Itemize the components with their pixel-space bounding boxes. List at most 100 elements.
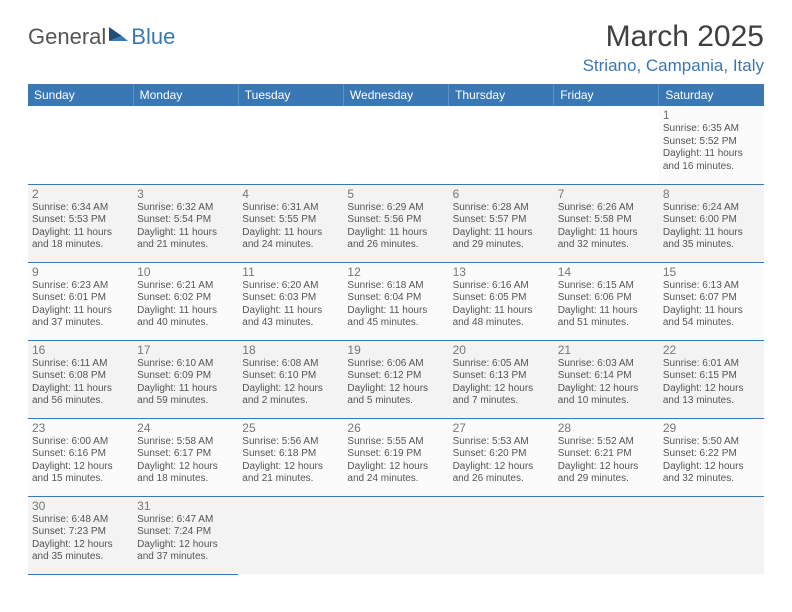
day-details: Sunrise: 6:16 AMSunset: 6:05 PMDaylight:… xyxy=(453,280,550,330)
calendar-cell: 1Sunrise: 6:35 AMSunset: 5:52 PMDaylight… xyxy=(659,106,764,184)
day-number: 8 xyxy=(663,187,760,201)
calendar-cell: 5Sunrise: 6:29 AMSunset: 5:56 PMDaylight… xyxy=(343,184,448,262)
weekday-header: Wednesday xyxy=(343,84,448,106)
day-number: 7 xyxy=(558,187,655,201)
day-number: 3 xyxy=(137,187,234,201)
day-details: Sunrise: 6:18 AMSunset: 6:04 PMDaylight:… xyxy=(347,280,444,330)
calendar-cell: 9Sunrise: 6:23 AMSunset: 6:01 PMDaylight… xyxy=(28,262,133,340)
day-number: 28 xyxy=(558,421,655,435)
day-details: Sunrise: 6:26 AMSunset: 5:58 PMDaylight:… xyxy=(558,202,655,252)
day-details: Sunrise: 6:10 AMSunset: 6:09 PMDaylight:… xyxy=(137,358,234,408)
day-details: Sunrise: 6:05 AMSunset: 6:13 PMDaylight:… xyxy=(453,358,550,408)
calendar-row: 16Sunrise: 6:11 AMSunset: 6:08 PMDayligh… xyxy=(28,340,764,418)
title-block: March 2025 Striano, Campania, Italy xyxy=(583,20,764,76)
day-number: 4 xyxy=(242,187,339,201)
calendar-cell: 29Sunrise: 5:50 AMSunset: 6:22 PMDayligh… xyxy=(659,418,764,496)
day-number: 30 xyxy=(32,499,129,513)
calendar-cell: 25Sunrise: 5:56 AMSunset: 6:18 PMDayligh… xyxy=(238,418,343,496)
calendar-cell: 24Sunrise: 5:58 AMSunset: 6:17 PMDayligh… xyxy=(133,418,238,496)
calendar-cell: 19Sunrise: 6:06 AMSunset: 6:12 PMDayligh… xyxy=(343,340,448,418)
calendar-cell-empty xyxy=(449,496,554,574)
day-details: Sunrise: 5:53 AMSunset: 6:20 PMDaylight:… xyxy=(453,436,550,486)
calendar-cell: 15Sunrise: 6:13 AMSunset: 6:07 PMDayligh… xyxy=(659,262,764,340)
day-number: 14 xyxy=(558,265,655,279)
day-number: 5 xyxy=(347,187,444,201)
day-details: Sunrise: 6:06 AMSunset: 6:12 PMDaylight:… xyxy=(347,358,444,408)
day-details: Sunrise: 5:58 AMSunset: 6:17 PMDaylight:… xyxy=(137,436,234,486)
day-details: Sunrise: 6:28 AMSunset: 5:57 PMDaylight:… xyxy=(453,202,550,252)
day-number: 15 xyxy=(663,265,760,279)
day-number: 18 xyxy=(242,343,339,357)
day-details: Sunrise: 6:00 AMSunset: 6:16 PMDaylight:… xyxy=(32,436,129,486)
weekday-header-row: SundayMondayTuesdayWednesdayThursdayFrid… xyxy=(28,84,764,106)
day-details: Sunrise: 6:35 AMSunset: 5:52 PMDaylight:… xyxy=(663,123,760,173)
calendar-cell-empty xyxy=(28,106,133,184)
day-details: Sunrise: 6:13 AMSunset: 6:07 PMDaylight:… xyxy=(663,280,760,330)
calendar-body: 1Sunrise: 6:35 AMSunset: 5:52 PMDaylight… xyxy=(28,106,764,574)
day-number: 23 xyxy=(32,421,129,435)
calendar-cell: 12Sunrise: 6:18 AMSunset: 6:04 PMDayligh… xyxy=(343,262,448,340)
day-number: 17 xyxy=(137,343,234,357)
day-details: Sunrise: 6:29 AMSunset: 5:56 PMDaylight:… xyxy=(347,202,444,252)
day-details: Sunrise: 5:56 AMSunset: 6:18 PMDaylight:… xyxy=(242,436,339,486)
day-details: Sunrise: 6:34 AMSunset: 5:53 PMDaylight:… xyxy=(32,202,129,252)
calendar-cell: 31Sunrise: 6:47 AMSunset: 7:24 PMDayligh… xyxy=(133,496,238,574)
header: General Blue March 2025 Striano, Campani… xyxy=(28,20,764,76)
location: Striano, Campania, Italy xyxy=(583,56,764,76)
day-number: 12 xyxy=(347,265,444,279)
day-details: Sunrise: 6:20 AMSunset: 6:03 PMDaylight:… xyxy=(242,280,339,330)
day-number: 31 xyxy=(137,499,234,513)
logo-text-blue: Blue xyxy=(131,24,175,50)
calendar-cell: 20Sunrise: 6:05 AMSunset: 6:13 PMDayligh… xyxy=(449,340,554,418)
calendar-row: 30Sunrise: 6:48 AMSunset: 7:23 PMDayligh… xyxy=(28,496,764,574)
day-number: 10 xyxy=(137,265,234,279)
day-details: Sunrise: 6:21 AMSunset: 6:02 PMDaylight:… xyxy=(137,280,234,330)
month-title: March 2025 xyxy=(583,20,764,54)
calendar-cell: 22Sunrise: 6:01 AMSunset: 6:15 PMDayligh… xyxy=(659,340,764,418)
logo-text-general: General xyxy=(28,24,106,50)
calendar-row: 2Sunrise: 6:34 AMSunset: 5:53 PMDaylight… xyxy=(28,184,764,262)
weekday-header: Friday xyxy=(554,84,659,106)
calendar-cell-empty xyxy=(343,496,448,574)
weekday-header: Sunday xyxy=(28,84,133,106)
calendar-cell: 4Sunrise: 6:31 AMSunset: 5:55 PMDaylight… xyxy=(238,184,343,262)
calendar-row: 23Sunrise: 6:00 AMSunset: 6:16 PMDayligh… xyxy=(28,418,764,496)
calendar-cell-empty xyxy=(659,496,764,574)
calendar-cell: 30Sunrise: 6:48 AMSunset: 7:23 PMDayligh… xyxy=(28,496,133,574)
calendar-cell: 10Sunrise: 6:21 AMSunset: 6:02 PMDayligh… xyxy=(133,262,238,340)
day-number: 2 xyxy=(32,187,129,201)
weekday-header: Monday xyxy=(133,84,238,106)
calendar-cell-empty xyxy=(238,496,343,574)
day-details: Sunrise: 6:31 AMSunset: 5:55 PMDaylight:… xyxy=(242,202,339,252)
day-number: 22 xyxy=(663,343,760,357)
day-details: Sunrise: 6:48 AMSunset: 7:23 PMDaylight:… xyxy=(32,514,129,564)
day-number: 20 xyxy=(453,343,550,357)
day-details: Sunrise: 6:03 AMSunset: 6:14 PMDaylight:… xyxy=(558,358,655,408)
day-number: 11 xyxy=(242,265,339,279)
calendar-cell: 7Sunrise: 6:26 AMSunset: 5:58 PMDaylight… xyxy=(554,184,659,262)
calendar-cell: 18Sunrise: 6:08 AMSunset: 6:10 PMDayligh… xyxy=(238,340,343,418)
logo: General Blue xyxy=(28,24,175,50)
day-details: Sunrise: 6:01 AMSunset: 6:15 PMDaylight:… xyxy=(663,358,760,408)
calendar-cell-empty xyxy=(554,496,659,574)
calendar-row: 1Sunrise: 6:35 AMSunset: 5:52 PMDaylight… xyxy=(28,106,764,184)
day-details: Sunrise: 6:47 AMSunset: 7:24 PMDaylight:… xyxy=(137,514,234,564)
calendar-cell: 26Sunrise: 5:55 AMSunset: 6:19 PMDayligh… xyxy=(343,418,448,496)
day-number: 27 xyxy=(453,421,550,435)
day-details: Sunrise: 6:32 AMSunset: 5:54 PMDaylight:… xyxy=(137,202,234,252)
calendar-cell: 11Sunrise: 6:20 AMSunset: 6:03 PMDayligh… xyxy=(238,262,343,340)
flag-icon xyxy=(108,24,130,50)
calendar-cell: 16Sunrise: 6:11 AMSunset: 6:08 PMDayligh… xyxy=(28,340,133,418)
day-number: 19 xyxy=(347,343,444,357)
calendar-cell-empty xyxy=(238,106,343,184)
day-details: Sunrise: 5:50 AMSunset: 6:22 PMDaylight:… xyxy=(663,436,760,486)
day-details: Sunrise: 6:08 AMSunset: 6:10 PMDaylight:… xyxy=(242,358,339,408)
day-details: Sunrise: 6:15 AMSunset: 6:06 PMDaylight:… xyxy=(558,280,655,330)
calendar-cell-empty xyxy=(133,106,238,184)
calendar-cell: 27Sunrise: 5:53 AMSunset: 6:20 PMDayligh… xyxy=(449,418,554,496)
day-details: Sunrise: 6:23 AMSunset: 6:01 PMDaylight:… xyxy=(32,280,129,330)
calendar-cell-empty xyxy=(554,106,659,184)
calendar-cell: 2Sunrise: 6:34 AMSunset: 5:53 PMDaylight… xyxy=(28,184,133,262)
calendar-cell-empty xyxy=(449,106,554,184)
calendar-cell: 28Sunrise: 5:52 AMSunset: 6:21 PMDayligh… xyxy=(554,418,659,496)
